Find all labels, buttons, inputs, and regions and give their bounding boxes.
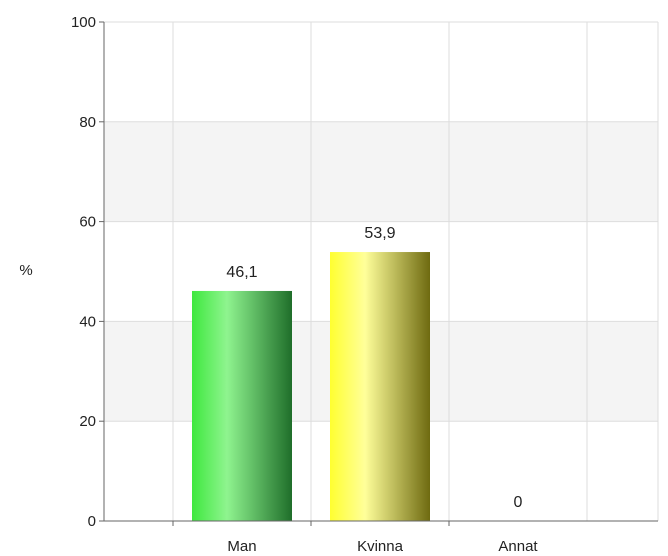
bars: [192, 252, 430, 521]
x-tick-label-kvinna: Kvinna: [357, 538, 404, 555]
data-label-man: 46,1: [226, 264, 257, 281]
y-tick-label: 20: [79, 413, 96, 430]
y-axis-label: %: [19, 262, 32, 279]
bar-kvinna: [330, 252, 430, 521]
y-tick-label: 40: [79, 313, 96, 330]
y-tick-label: 80: [79, 114, 96, 131]
data-label-annat: 0: [514, 494, 523, 511]
bar-man: [192, 290, 292, 521]
y-tick-labels: 0 20 40 60 80 100: [71, 14, 96, 530]
data-labels: 46,1 53,9 0: [226, 225, 522, 511]
axes: [99, 21, 658, 526]
y-tick-label: 60: [79, 214, 96, 231]
x-tick-label-annat: Annat: [498, 538, 538, 555]
data-label-kvinna: 53,9: [364, 225, 395, 242]
y-tick-label: 0: [88, 513, 96, 530]
x-tick-label-man: Man: [227, 538, 256, 555]
y-tick-label: 100: [71, 14, 96, 31]
background-band: [104, 121, 658, 222]
x-category-labels: Man Kvinna Annat: [227, 538, 538, 555]
